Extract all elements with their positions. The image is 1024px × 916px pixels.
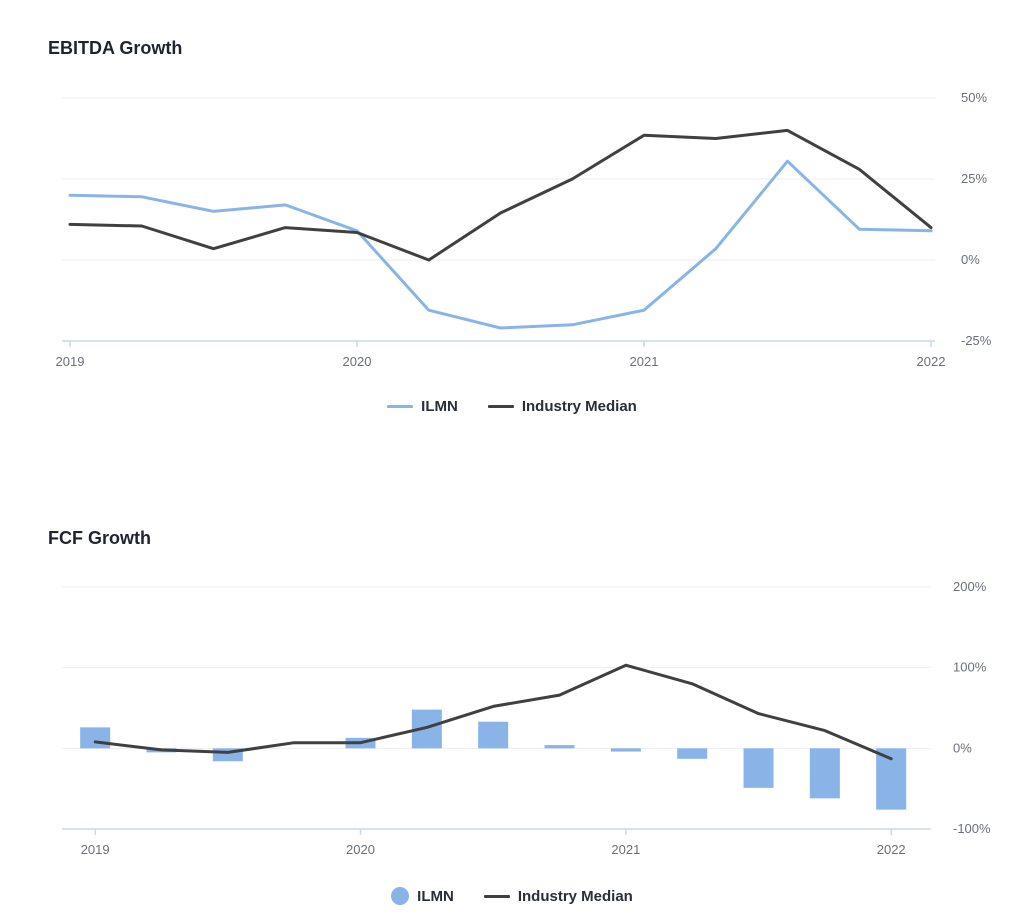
- y-tick-label: 0%: [953, 740, 972, 755]
- legend-label-industry-median: Industry Median: [517, 887, 633, 905]
- legend-item-ilmn[interactable]: ILMN: [387, 398, 458, 415]
- legend-item-industry-median[interactable]: Industry Median: [487, 398, 637, 415]
- x-tick-label: 2022: [917, 354, 946, 369]
- legend-label-industry-median: Industry Median: [521, 398, 637, 415]
- legend-item-industry-median[interactable]: Industry Median: [483, 887, 633, 905]
- legend-swatch-ilmn: [391, 887, 410, 905]
- bar-ilmn: [610, 748, 641, 752]
- y-tick-label: 25%: [961, 171, 987, 186]
- x-tick-label: 2019: [81, 842, 110, 857]
- x-tick-label: 2019: [56, 354, 85, 369]
- x-tick-label: 2021: [630, 354, 659, 369]
- series-line-industry-median: [93, 663, 893, 761]
- bar-ilmn: [478, 721, 509, 749]
- legend-swatch-industry-median: [487, 405, 514, 408]
- ebitda-growth-panel: EBITDA Growth 50% 25% 0% -25% 2019 2020 2021 20…: [0, 38, 1024, 415]
- x-tick-label: 2022: [877, 842, 906, 857]
- y-tick-label: -100%: [953, 821, 991, 836]
- fcf-growth-chart: 200% 100% 0% -100% 2019 2020 2021 2022: [62, 579, 991, 857]
- x-tick-label: 2020: [346, 842, 375, 857]
- y-tick-label: -25%: [961, 333, 992, 348]
- fcf-growth-panel: FCF Growth 200% 100% 0% -100% 2019 2020 2021 20…: [0, 490, 1024, 916]
- series-line-industry-median: [68, 128, 933, 262]
- y-tick-label: 200%: [953, 579, 987, 594]
- chart-title: EBITDA Growth: [48, 38, 183, 58]
- chart-legend: ILMN Industry Median: [0, 398, 1024, 415]
- ebitda-growth-chart: 50% 25% 0% -25% 2019 2020 2021 2022: [56, 90, 992, 369]
- bar-ilmn: [544, 745, 575, 749]
- bar-ilmn: [743, 748, 774, 788]
- bar-ilmn: [809, 748, 840, 799]
- legend-swatch-ilmn: [387, 405, 414, 408]
- x-tick-label: 2021: [611, 842, 640, 857]
- legend-label-ilmn: ILMN: [421, 398, 458, 415]
- series-line-ilmn: [68, 159, 933, 330]
- y-tick-label: 50%: [961, 90, 987, 105]
- x-tick-label: 2020: [343, 354, 372, 369]
- legend-label-ilmn: ILMN: [417, 887, 454, 905]
- legend-swatch-industry-median: [483, 894, 510, 898]
- bar-ilmn: [80, 727, 111, 749]
- chart-title: FCF Growth: [48, 528, 151, 548]
- chart-legend: ILMN Industry Median: [0, 887, 1024, 905]
- legend-item-ilmn[interactable]: ILMN: [391, 887, 454, 905]
- y-tick-label: 0%: [961, 252, 980, 267]
- y-tick-label: 100%: [953, 660, 987, 675]
- bar-ilmn: [677, 748, 708, 759]
